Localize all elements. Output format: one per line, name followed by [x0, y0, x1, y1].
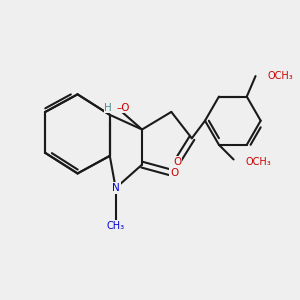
Text: N: N: [112, 183, 119, 193]
Text: –O: –O: [116, 103, 130, 112]
Text: OCH₃: OCH₃: [245, 158, 271, 167]
Text: O: O: [173, 157, 181, 167]
Text: OCH₃: OCH₃: [267, 71, 293, 81]
Text: CH₃: CH₃: [106, 221, 125, 231]
Text: O: O: [170, 168, 178, 178]
Text: H: H: [104, 103, 112, 112]
